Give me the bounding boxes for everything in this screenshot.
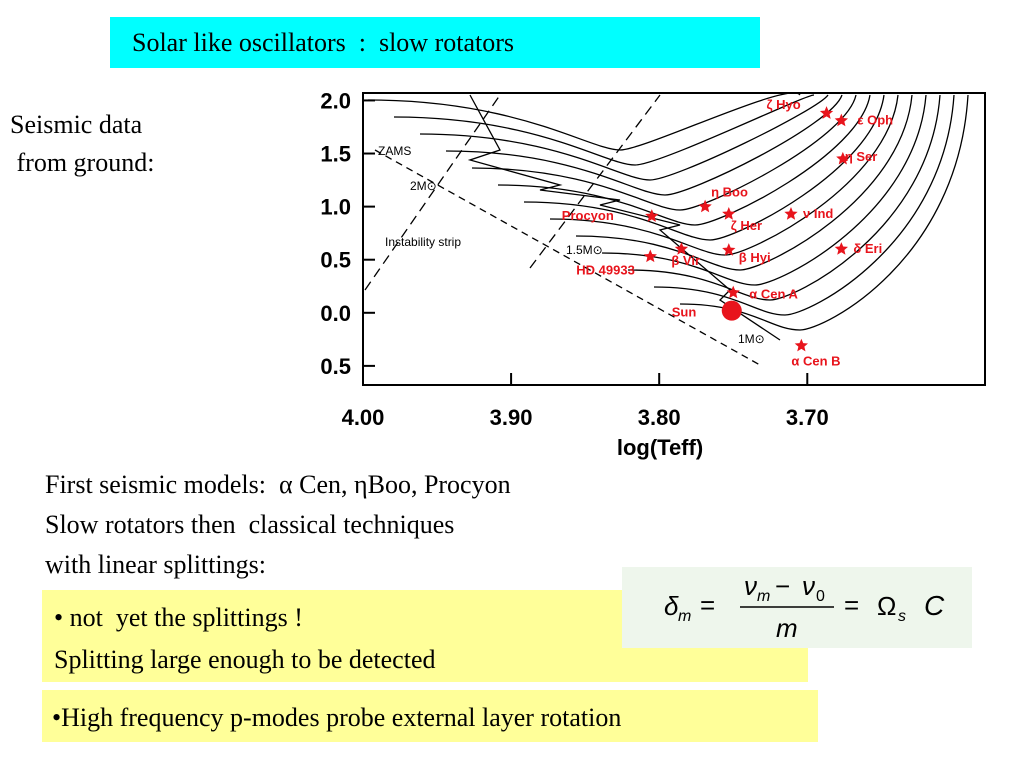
star-point xyxy=(643,249,657,263)
title: Solar like oscillators : slow rotators xyxy=(132,28,515,57)
note-line: •High frequency p-modes probe external l… xyxy=(52,703,622,732)
plot-frame xyxy=(362,92,986,386)
star-label: α Cen B xyxy=(791,354,840,369)
body-line: with linear splittings: xyxy=(45,550,266,579)
track xyxy=(471,94,857,211)
star-label: Sun xyxy=(672,305,697,320)
strip-edge xyxy=(529,94,661,269)
zams-line xyxy=(374,149,761,366)
y-tick-label: 0.0 xyxy=(320,301,351,326)
note-line: • not yet the splittings ! xyxy=(54,603,303,632)
symbol: ν xyxy=(802,571,815,601)
star-point xyxy=(834,113,849,127)
track xyxy=(393,94,815,166)
formula: δ m = ν m − ν 0 m = Ω s C xyxy=(664,571,945,643)
star-point xyxy=(722,207,736,220)
star-point xyxy=(645,209,659,222)
side-note: from ground: xyxy=(10,148,155,177)
star-point xyxy=(698,199,712,213)
strip-edge xyxy=(364,94,501,291)
star-point xyxy=(794,338,809,352)
star-point xyxy=(726,285,740,299)
note-line: Splitting large enough to be detected xyxy=(54,645,436,674)
x-tick-label: 3.90 xyxy=(490,405,533,430)
annotation: 2M⊙ xyxy=(410,179,437,193)
body-line: First seismic models: α Cen, ηBoo, Procy… xyxy=(45,470,511,499)
note-box xyxy=(42,690,818,742)
star-label: η Boo xyxy=(711,185,748,200)
track xyxy=(367,92,801,151)
star-point xyxy=(834,242,849,255)
track xyxy=(419,94,829,181)
star-point xyxy=(836,151,850,165)
side-note: Seismic data xyxy=(10,110,143,139)
star-label: β Vir xyxy=(671,253,700,268)
x-tick-label: 3.70 xyxy=(786,405,829,430)
body-line: Slow rotators then classical techniques xyxy=(45,510,455,539)
y-tick-label: 0.5 xyxy=(320,354,351,379)
symbol: m xyxy=(776,613,798,643)
symbol: = xyxy=(844,590,859,620)
annotation: 1M⊙ xyxy=(738,332,765,346)
title-box xyxy=(110,17,760,68)
track xyxy=(549,94,899,256)
hr-diagram: 2.0 1.5 1.0 0.5 0.0 0.5 4.00 3.90 3.80 3.70 log(Te… xyxy=(320,88,986,460)
annotation: 1.5M⊙ xyxy=(566,243,603,257)
y-tick-label: 2.0 xyxy=(320,88,351,113)
y-tick-label: 0.5 xyxy=(320,248,351,273)
symbol: Ω xyxy=(877,591,896,621)
y-tick-label: 1.0 xyxy=(320,195,351,220)
symbol: 0 xyxy=(816,588,825,605)
annotation: ZAMS xyxy=(378,144,411,158)
track xyxy=(445,94,843,196)
symbol: C xyxy=(924,590,945,621)
star-point xyxy=(674,242,689,255)
star-label: η Ser xyxy=(845,149,878,164)
track xyxy=(627,94,941,301)
star-label: HD 49933 xyxy=(576,263,635,278)
star-label: ν Ind xyxy=(803,206,833,221)
x-tick-label: 4.00 xyxy=(342,405,385,430)
x-tick-label: 3.80 xyxy=(638,405,681,430)
star-label: ζ Hyo xyxy=(767,97,801,112)
track xyxy=(497,94,871,226)
symbol: s xyxy=(898,608,906,625)
symbol: = xyxy=(700,590,715,620)
x-axis-label: log(Teff) xyxy=(617,435,703,460)
annotation: Instability strip xyxy=(385,235,461,249)
y-tick-label: 1.5 xyxy=(320,142,351,167)
star-point xyxy=(721,300,742,321)
symbol: − xyxy=(775,571,790,601)
star-label: β Hyi xyxy=(739,250,771,265)
star-point xyxy=(722,243,736,256)
symbol: δ xyxy=(664,591,679,621)
track xyxy=(679,94,969,331)
star-point xyxy=(819,106,834,119)
symbol: m xyxy=(678,608,691,625)
star-label: δ Eri xyxy=(853,241,882,256)
star-label: ζ Her xyxy=(731,218,762,233)
star-point xyxy=(784,207,798,220)
track xyxy=(523,94,885,241)
track xyxy=(575,94,913,271)
star-label: ε Oph xyxy=(857,113,893,128)
star-label: α Cen A xyxy=(749,287,798,302)
formula-box: δ m = ν m − ν 0 m = Ω s C xyxy=(622,567,972,648)
symbol: m xyxy=(757,588,770,605)
track xyxy=(601,94,927,286)
star-label: Procyon xyxy=(562,208,614,223)
symbol: ν xyxy=(744,571,757,601)
